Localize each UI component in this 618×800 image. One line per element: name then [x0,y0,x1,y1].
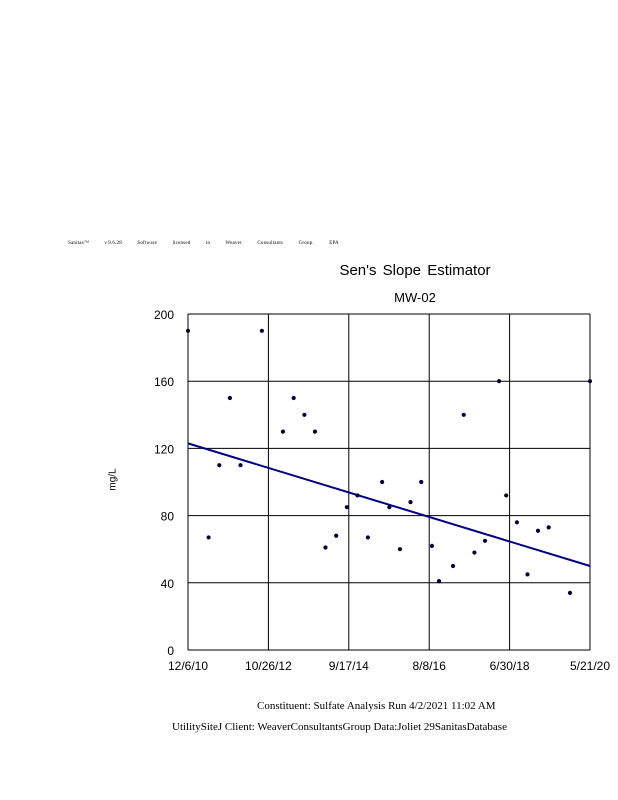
y-tick-label: 0 [167,644,174,658]
data-point [334,533,339,538]
data-point [546,525,551,530]
chart-grid [187,313,591,651]
data-point [587,379,593,384]
data-point [429,543,435,548]
data-point [238,463,243,468]
data-point [450,563,456,569]
data-point [408,500,413,505]
data-point [535,528,541,533]
data-point [280,429,286,434]
data-point [472,550,477,555]
data-point [380,479,385,485]
data-point [227,395,232,401]
data-point [387,505,392,510]
y-tick-label: 160 [154,375,174,389]
y-tick-label: 200 [154,308,174,322]
footer-line-1: Constituent: Sulfate Analysis Run 4/2/20… [257,700,496,712]
x-tick-label: 10/26/12 [245,659,292,673]
data-point [217,463,222,468]
y-tick-label: 80 [161,510,175,524]
data-point [206,535,211,540]
data-point [567,590,573,595]
license-text: Sanitas™ v.9.6.28 Software licensed to W… [68,241,339,246]
x-tick-label: 8/8/16 [413,659,447,673]
data-point [291,395,296,401]
trend-line [187,442,591,567]
data-points [185,328,593,595]
data-point [365,535,371,540]
data-point [259,328,265,333]
data-point [355,493,360,498]
trend-line-group [187,442,591,567]
x-tick-label: 6/30/18 [490,659,530,673]
data-point [504,493,509,498]
x-tick-labels: 12/6/10 10/26/12 9/17/14 8/8/16 6/30/18 5/21/… [168,659,610,673]
data-point [497,379,502,384]
data-point [312,429,318,434]
chart-subtitle: MW-02 [394,290,436,305]
data-point [302,412,307,417]
y-tick-label: 40 [161,577,175,591]
x-tick-label: 12/6/10 [168,659,208,673]
data-point [323,545,328,550]
data-point [397,547,403,552]
data-point [185,328,191,333]
footer-line-2: UtilitySiteJ Client: WeaverConsultantsGr… [172,721,507,733]
data-point [514,520,520,525]
x-tick-label: 5/21/20 [570,659,610,673]
x-tick-label: 9/17/14 [329,659,369,673]
chart-title: Sen's Slope Estimator [339,262,491,279]
data-point [461,412,466,417]
data-point [344,505,349,510]
data-point [525,572,530,577]
y-tick-labels: 0 40 80 120 160 200 [154,308,174,658]
data-point [436,579,442,584]
data-point [419,479,424,485]
y-tick-label: 120 [154,442,174,456]
data-point [482,538,488,543]
